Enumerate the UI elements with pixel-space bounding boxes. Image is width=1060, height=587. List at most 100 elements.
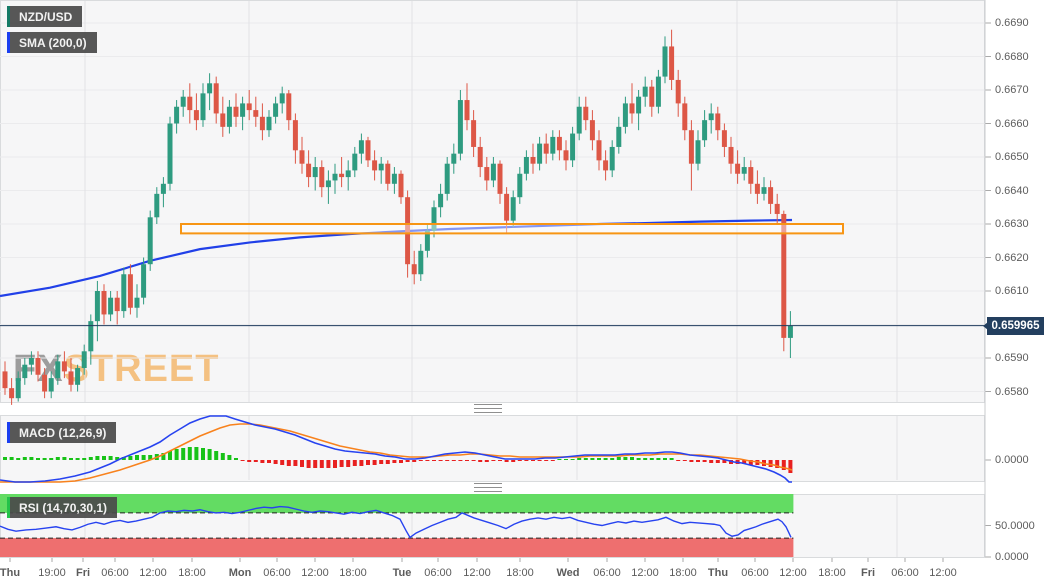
candle-body[interactable] bbox=[484, 167, 490, 181]
macd-histogram-bar[interactable] bbox=[260, 460, 265, 463]
candle-body[interactable] bbox=[702, 120, 708, 141]
macd-histogram-bar[interactable] bbox=[597, 458, 601, 460]
candle-body[interactable] bbox=[570, 133, 576, 161]
sma200-line[interactable] bbox=[0, 218, 793, 298]
macd-histogram-bar[interactable] bbox=[564, 459, 568, 460]
macd-histogram-bar[interactable] bbox=[29, 457, 34, 460]
candle-body[interactable] bbox=[405, 197, 411, 265]
macd-histogram-bar[interactable] bbox=[69, 458, 73, 460]
resistance-box[interactable] bbox=[180, 223, 844, 235]
macd-histogram-bar[interactable] bbox=[267, 460, 271, 463]
candle-body[interactable] bbox=[616, 126, 622, 147]
candle-body[interactable] bbox=[451, 153, 457, 164]
macd-histogram-bar[interactable] bbox=[524, 460, 529, 461]
candle-body[interactable] bbox=[649, 86, 655, 107]
candle-body[interactable] bbox=[715, 113, 721, 131]
macd-histogram-bar[interactable] bbox=[709, 460, 714, 463]
candle-body[interactable] bbox=[48, 378, 54, 392]
candle-body[interactable] bbox=[141, 264, 147, 298]
macd-histogram-bar[interactable] bbox=[95, 456, 100, 460]
macd-histogram-bar[interactable] bbox=[544, 460, 549, 461]
macd-histogram-bar[interactable] bbox=[498, 460, 502, 461]
macd-histogram-bar[interactable] bbox=[445, 460, 450, 461]
pane-resize-handle-macd[interactable] bbox=[474, 404, 502, 413]
macd-histogram-bar[interactable] bbox=[603, 458, 608, 460]
candle-body[interactable] bbox=[15, 378, 21, 399]
macd-histogram-bar[interactable] bbox=[531, 460, 535, 461]
macd-histogram-bar[interactable] bbox=[326, 460, 331, 468]
macd-histogram-bar[interactable] bbox=[616, 457, 621, 460]
candle-body[interactable] bbox=[240, 103, 246, 117]
macd-histogram-bar[interactable] bbox=[788, 460, 793, 473]
candle-body[interactable] bbox=[385, 163, 391, 184]
candle-body[interactable] bbox=[127, 274, 133, 308]
candle-body[interactable] bbox=[768, 187, 774, 204]
candle-body[interactable] bbox=[233, 106, 239, 117]
candle-body[interactable] bbox=[213, 83, 219, 114]
candle-body[interactable] bbox=[273, 103, 279, 117]
macd-histogram-bar[interactable] bbox=[669, 458, 674, 460]
macd-histogram-bar[interactable] bbox=[286, 460, 291, 466]
candle-body[interactable] bbox=[134, 297, 140, 308]
candle-body[interactable] bbox=[517, 173, 523, 198]
macd-histogram-bar[interactable] bbox=[207, 449, 212, 460]
macd-histogram-bar[interactable] bbox=[682, 460, 687, 461]
macd-histogram-bar[interactable] bbox=[319, 460, 324, 468]
macd-histogram-bar[interactable] bbox=[517, 460, 522, 461]
macd-histogram-bar[interactable] bbox=[372, 460, 377, 465]
sma-indicator-label[interactable]: SMA (200,0) bbox=[7, 32, 97, 53]
candle-body[interactable] bbox=[530, 157, 536, 164]
macd-histogram-bar[interactable] bbox=[141, 455, 146, 460]
macd-histogram-bar[interactable] bbox=[432, 460, 436, 461]
candle-body[interactable] bbox=[345, 170, 351, 178]
macd-signal-line[interactable] bbox=[0, 423, 793, 483]
macd-histogram-bar[interactable] bbox=[339, 460, 344, 467]
rsi-indicator-label[interactable]: RSI (14,70,30,1) bbox=[7, 497, 118, 518]
candle-body[interactable] bbox=[669, 46, 675, 80]
candle-body[interactable] bbox=[193, 110, 199, 121]
macd-histogram-bar[interactable] bbox=[511, 460, 516, 462]
macd-histogram-bar[interactable] bbox=[247, 460, 252, 462]
candle-body[interactable] bbox=[365, 140, 371, 161]
candle-body[interactable] bbox=[94, 291, 100, 322]
macd-histogram-bar[interactable] bbox=[9, 457, 14, 460]
candle-body[interactable] bbox=[42, 374, 48, 392]
candle-body[interactable] bbox=[101, 291, 107, 315]
macd-histogram-bar[interactable] bbox=[465, 460, 469, 461]
candle-body[interactable] bbox=[477, 146, 483, 168]
macd-histogram-bar[interactable] bbox=[55, 457, 60, 460]
macd-histogram-bar[interactable] bbox=[352, 460, 357, 466]
candle-body[interactable] bbox=[510, 197, 516, 221]
macd-histogram-bar[interactable] bbox=[273, 460, 278, 464]
macd-histogram-bar[interactable] bbox=[702, 460, 707, 462]
candle-body[interactable] bbox=[259, 116, 265, 131]
macd-histogram-bar[interactable] bbox=[187, 447, 192, 460]
macd-histogram-bar[interactable] bbox=[458, 460, 463, 461]
candle-body[interactable] bbox=[108, 297, 114, 315]
candle-body[interactable] bbox=[576, 106, 582, 134]
macd-histogram-bar[interactable] bbox=[623, 457, 628, 460]
macd-histogram-bar[interactable] bbox=[484, 460, 489, 462]
candle-body[interactable] bbox=[424, 230, 430, 251]
macd-histogram-bar[interactable] bbox=[36, 458, 40, 460]
macd-histogram-bar[interactable] bbox=[108, 456, 113, 460]
rsi-line[interactable] bbox=[0, 505, 792, 539]
macd-histogram-bar[interactable] bbox=[742, 460, 747, 464]
candle-body[interactable] bbox=[781, 213, 787, 338]
candle-body[interactable] bbox=[556, 136, 562, 151]
macd-histogram-bar[interactable] bbox=[722, 460, 727, 463]
candle-body[interactable] bbox=[207, 83, 213, 94]
macd-histogram-bar[interactable] bbox=[135, 455, 139, 460]
macd-histogram-bar[interactable] bbox=[102, 456, 106, 460]
candle-body[interactable] bbox=[187, 96, 193, 111]
candle-body[interactable] bbox=[787, 325, 793, 338]
candle-body[interactable] bbox=[246, 103, 252, 111]
candle-body[interactable] bbox=[754, 183, 760, 194]
macd-histogram-bar[interactable] bbox=[168, 451, 172, 460]
candle-body[interactable] bbox=[352, 153, 358, 171]
candle-body[interactable] bbox=[28, 358, 34, 365]
candle-body[interactable] bbox=[523, 157, 529, 174]
candle-body[interactable] bbox=[490, 163, 496, 181]
candle-body[interactable] bbox=[662, 46, 668, 77]
